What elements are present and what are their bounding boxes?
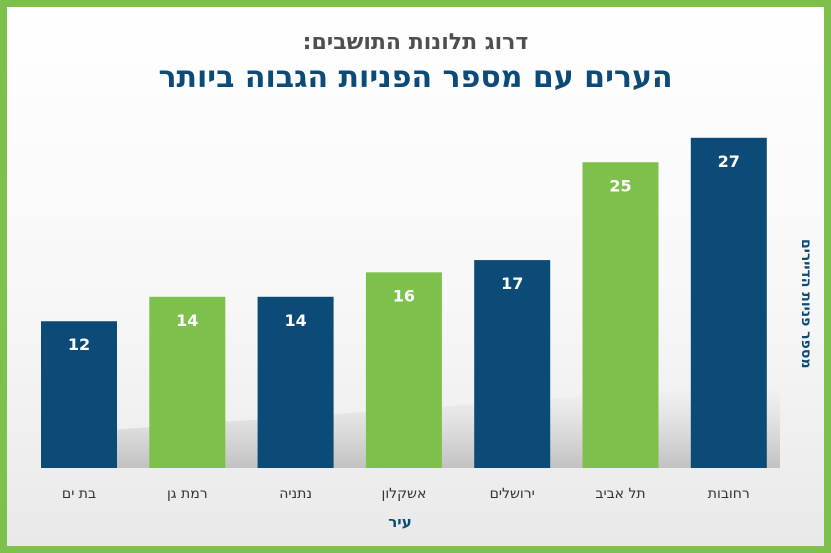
x-tick-label-1: בת ים [62, 486, 96, 502]
x-tick-label-7: רחובות [708, 486, 750, 502]
data-label-7: 27 [718, 152, 740, 171]
bar-2 [149, 296, 226, 468]
x-tick-label-6: תל אביב [595, 486, 645, 502]
x-axis-label: עיר [388, 513, 412, 531]
data-label-1: 12 [68, 335, 90, 354]
data-label-3: 14 [284, 311, 306, 330]
data-label-2: 14 [176, 311, 198, 330]
x-tick-label-5: ירושלים [490, 486, 535, 502]
bar-3 [257, 296, 334, 468]
y-axis-label: מספר פניות הדיירים [798, 239, 814, 369]
bar-1 [41, 321, 117, 468]
x-tick-label-4: אשקלון [382, 486, 427, 502]
data-label-5: 17 [501, 274, 523, 293]
data-label-4: 16 [393, 286, 415, 305]
x-tick-label-2: רמת גן [167, 486, 208, 502]
x-tick-label-3: נתניה [279, 486, 312, 502]
chart-title: הערים עם מספר הפניות הגבוה ביותר [158, 60, 673, 95]
bar-5 [474, 260, 551, 468]
data-label-6: 25 [609, 176, 631, 195]
bar-6 [582, 162, 659, 468]
bar-4 [365, 272, 442, 468]
chart-subtitle: דרוג תלונות התושבים: [302, 30, 529, 55]
bar-7 [690, 137, 767, 469]
